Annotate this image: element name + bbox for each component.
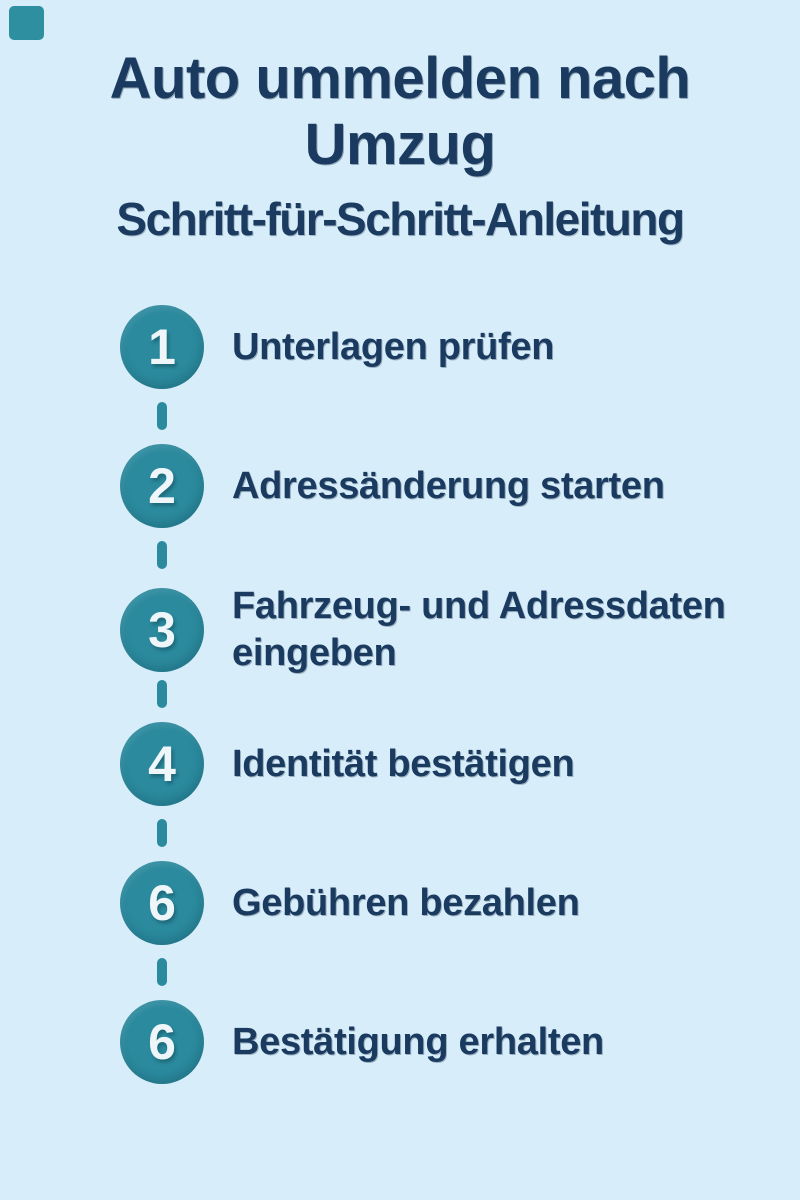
step-row-1: 1 Unterlagen prüfen (120, 305, 554, 389)
step-number: 6 (148, 1014, 176, 1070)
step-label: Bestätigung erhalten (232, 1020, 604, 1063)
step-number-circle: 3 (120, 588, 204, 672)
step-label: Identität bestätigen (232, 742, 575, 785)
step-row-4: 4 Identität bestätigen (120, 722, 575, 806)
corner-accent-square (9, 6, 44, 40)
connector-dash (157, 402, 167, 430)
page-title: Auto ummelden nach Umzug (109, 46, 691, 177)
step-number: 1 (148, 319, 176, 375)
connector-dash (157, 541, 167, 569)
step-label: Unterlagen prüfen (232, 325, 555, 368)
step-row-2: 2 Adressänderung starten (120, 444, 665, 528)
connector-dash (157, 680, 167, 708)
header: Auto ummelden nach Umzug Schritt-für-Sch… (0, 46, 800, 246)
step-label: Fahrzeug- und Adressdaten eingeben (232, 585, 726, 674)
page-subtitle: Schritt-für-Schritt-Anleitung (116, 193, 685, 245)
step-row-3: 3 Fahrzeug- und Adressdaten eingeben (120, 583, 792, 677)
step-number-circle: 6 (120, 1000, 204, 1084)
connector-dash (157, 958, 167, 986)
step-number-circle: 1 (120, 305, 204, 389)
step-number-circle: 6 (120, 861, 204, 945)
connector-dash (157, 819, 167, 847)
step-number: 3 (148, 602, 176, 658)
step-number: 2 (148, 458, 176, 514)
step-label: Adressänderung starten (232, 464, 665, 507)
step-label: Gebühren bezahlen (232, 881, 580, 924)
step-number-circle: 4 (120, 722, 204, 806)
step-row-6: 6 Bestätigung erhalten (120, 1000, 604, 1084)
step-row-5: 6 Gebühren bezahlen (120, 861, 580, 945)
step-number: 4 (148, 736, 176, 792)
step-number: 6 (148, 875, 176, 931)
step-number-circle: 2 (120, 444, 204, 528)
